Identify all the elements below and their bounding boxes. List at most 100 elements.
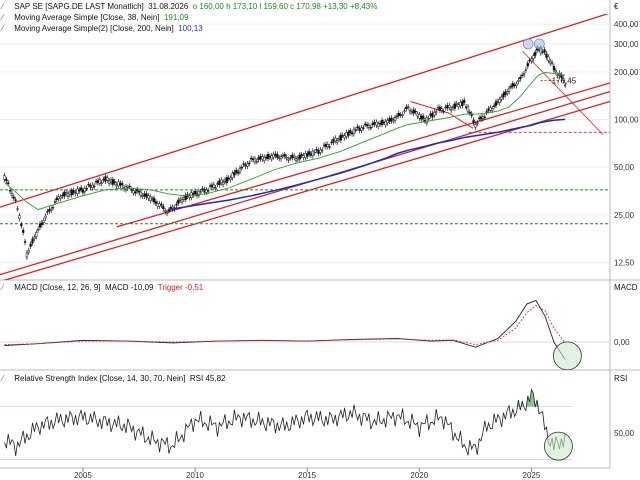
candle-body [300,154,303,156]
rsi-value: RSI 45,82 [189,374,226,383]
candle-body [371,123,374,126]
candle-body [492,105,496,107]
candle-body [483,116,486,118]
trend-channel-line [0,14,610,208]
candle-body [478,117,481,120]
highlight-circle [552,341,582,370]
candle-body [390,117,393,122]
candle-body [98,179,101,184]
candle-body [20,224,23,227]
candle-body [145,193,148,198]
candle-body [46,211,49,213]
candle-body [87,184,90,186]
candle-body [225,177,229,184]
candle-body [199,191,202,193]
candle-body [240,167,243,169]
candle-body [306,153,309,157]
candle-body [229,177,232,181]
candle-body [59,196,62,199]
candle-body [212,184,215,188]
candle-body [296,157,300,160]
candle-body [261,156,264,160]
candle-body [274,153,277,156]
candle-body [442,111,445,113]
candle-body [238,167,242,173]
candle-body [461,101,464,106]
candle-body [321,149,324,152]
candle-body [517,80,520,82]
candle-body [223,179,227,182]
candle-body [197,190,200,196]
candle-body [233,172,236,176]
candle-body [393,117,397,121]
candle-body [365,124,369,127]
candle-body [311,150,314,157]
candle-body [373,121,376,125]
candle-body [165,211,169,214]
candle-body [253,158,257,163]
candle-body [149,196,152,201]
candle-body [386,120,389,123]
candle-body [91,184,94,188]
candle-body [360,127,363,131]
candle-body [487,108,490,111]
candle-body [25,252,29,258]
candle-body [345,132,348,137]
macd-line [4,299,566,360]
candle-body [207,190,210,192]
ma200-value: 100,13 [178,24,203,33]
candle-body [63,191,66,197]
candle-body [18,215,21,219]
candle-body [313,152,316,154]
candle-body [279,156,283,160]
candle-body [526,63,529,67]
candle-body [128,185,131,188]
candle-body [27,250,30,253]
candle-body [8,189,12,192]
candle-body [502,93,505,98]
candle-body [38,223,42,228]
candle-body [266,154,270,159]
candle-body [42,220,45,223]
candle-body [407,106,410,108]
rsi-line [4,388,566,456]
candle-body [93,185,96,188]
candle-body [152,197,156,203]
candle-body [405,106,408,110]
candle-body [160,203,163,206]
candle-body [156,203,159,207]
candle-body [459,101,462,107]
candle-body [513,84,516,87]
candle-body [511,83,514,87]
candle-body [367,124,371,128]
page-title: SAP SE [SAPG.DE LAST Monatlich] [14,2,144,11]
candle-body [89,184,92,188]
candle-body [141,195,144,197]
candle-body [491,108,494,111]
candle-body [322,144,326,147]
rsi-legend: ⁄ Relative Strength Index [Close, 14, 30… [2,374,225,384]
candle-body [463,99,466,103]
candle-body [55,197,58,201]
line-icon: ⁄ [2,2,4,11]
candle-body [352,128,356,134]
candle-body [354,129,357,131]
candle-body [31,238,34,244]
price-panel: 176,45 [0,14,610,280]
candle-body [453,103,457,109]
line-icon: ⁄ [2,374,4,383]
currency-label: € [614,2,619,11]
candle-body [7,182,10,184]
candle-body [468,111,471,114]
candle-body [218,180,221,185]
candle-body [436,106,440,109]
candle-body [563,84,567,87]
y-tick-label-price: 100,00 [614,116,639,125]
candle-body [50,208,53,211]
candle-body [134,191,137,194]
candle-body [388,118,391,122]
candle-body [257,157,260,160]
candle-body [332,138,335,143]
candle-body [12,196,15,199]
candle-body [293,155,296,158]
